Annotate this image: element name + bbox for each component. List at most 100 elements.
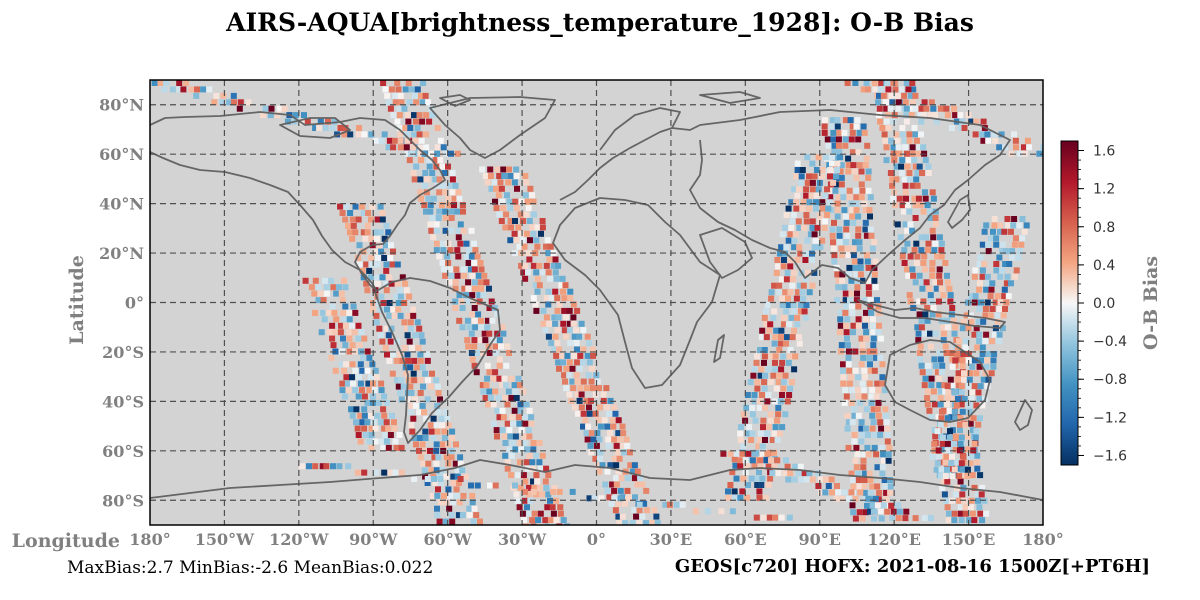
obs-cell <box>757 437 763 443</box>
obs-cell <box>868 399 875 406</box>
obs-cell <box>779 302 786 308</box>
obs-cell <box>368 261 375 268</box>
obs-cell <box>479 382 486 389</box>
obs-cell <box>515 224 522 231</box>
obs-cell <box>526 452 533 459</box>
obs-cell <box>342 284 349 291</box>
obs-cell <box>927 330 933 337</box>
obs-cell <box>804 154 811 161</box>
obs-cell <box>737 494 744 501</box>
obs-cell <box>361 406 368 413</box>
obs-cell <box>825 483 832 489</box>
obs-cell <box>604 468 611 475</box>
obs-cell <box>597 423 604 430</box>
obs-cell <box>421 182 428 189</box>
obs-cell <box>498 218 505 224</box>
obs-cell <box>938 105 944 112</box>
obs-cell <box>895 515 902 522</box>
obs-cell <box>817 489 824 496</box>
obs-cell <box>460 266 467 273</box>
obs-cell <box>932 330 939 337</box>
obs-cell <box>442 409 449 416</box>
coastline-north-america <box>150 111 446 291</box>
obs-cell <box>433 447 440 454</box>
obs-cell <box>984 357 991 364</box>
obs-cell <box>877 432 884 438</box>
obs-cell <box>522 192 529 199</box>
obs-cell <box>620 449 627 456</box>
obs-cell <box>356 242 363 249</box>
coastline-arctic-islands <box>279 91 761 139</box>
obs-cell <box>373 374 380 381</box>
obs-cell <box>990 228 996 235</box>
obs-cell <box>477 279 484 286</box>
obs-cell <box>465 343 472 350</box>
obs-cell <box>787 347 794 353</box>
obs-cell <box>847 374 854 381</box>
obs-cell <box>926 407 933 414</box>
obs-cell <box>797 463 804 470</box>
obs-cell <box>916 144 923 151</box>
obs-cell <box>401 105 408 112</box>
obs-cell <box>823 154 830 161</box>
obs-cell <box>865 290 872 297</box>
obs-cell <box>496 173 503 179</box>
obs-cell <box>840 361 846 368</box>
obs-cell <box>923 279 930 286</box>
obs-cell <box>478 317 484 324</box>
obs-cell <box>556 346 563 353</box>
obs-cell <box>944 383 951 390</box>
obs-cell <box>1013 267 1020 274</box>
obs-cell <box>916 311 923 318</box>
obs-cell <box>850 477 857 483</box>
obs-cell <box>792 231 799 238</box>
obs-cell <box>437 157 444 164</box>
obs-cell <box>583 430 590 437</box>
obs-cell <box>579 359 586 366</box>
obs-cell <box>884 432 891 438</box>
obs-cell <box>1000 312 1007 319</box>
obs-cell <box>589 365 596 372</box>
obs-cell <box>576 365 583 372</box>
obs-cell <box>903 118 910 125</box>
obs-cell <box>382 432 389 438</box>
obs-cell <box>454 247 461 254</box>
obs-cell <box>787 385 794 392</box>
obs-cell <box>406 293 413 300</box>
obs-cell <box>853 174 860 181</box>
obs-cell <box>825 205 832 212</box>
obs-cell <box>629 520 636 525</box>
obs-cell <box>933 285 940 292</box>
obs-cell <box>418 157 424 164</box>
obs-cell <box>971 484 978 491</box>
obs-cell <box>411 131 418 138</box>
obs-cell <box>915 337 922 344</box>
obs-cell <box>864 142 871 149</box>
obs-cell <box>379 438 386 445</box>
obs-cell <box>871 271 878 278</box>
obs-cell <box>518 230 525 237</box>
obs-cell <box>874 464 881 471</box>
obs-cell <box>374 235 380 242</box>
obs-cell <box>490 401 497 408</box>
obs-cell <box>843 303 849 310</box>
obs-cell <box>394 118 401 125</box>
obs-cell <box>471 240 478 247</box>
obs-cell <box>368 255 375 261</box>
obs-cell <box>435 215 442 221</box>
obs-cell <box>918 105 925 112</box>
obs-cell <box>376 242 383 249</box>
obs-cell <box>819 173 825 180</box>
obs-cell <box>828 476 835 483</box>
obs-cell <box>522 478 529 485</box>
obs-cell <box>968 293 975 300</box>
obs-cell <box>847 297 853 304</box>
obs-cell <box>845 361 852 368</box>
obs-cell <box>856 483 863 490</box>
obs-cell <box>385 332 392 339</box>
obs-cell <box>424 476 431 482</box>
obs-cell <box>516 504 523 511</box>
obs-cell <box>449 428 456 435</box>
coastline-greenland <box>429 96 556 159</box>
obs-cell <box>817 212 824 218</box>
